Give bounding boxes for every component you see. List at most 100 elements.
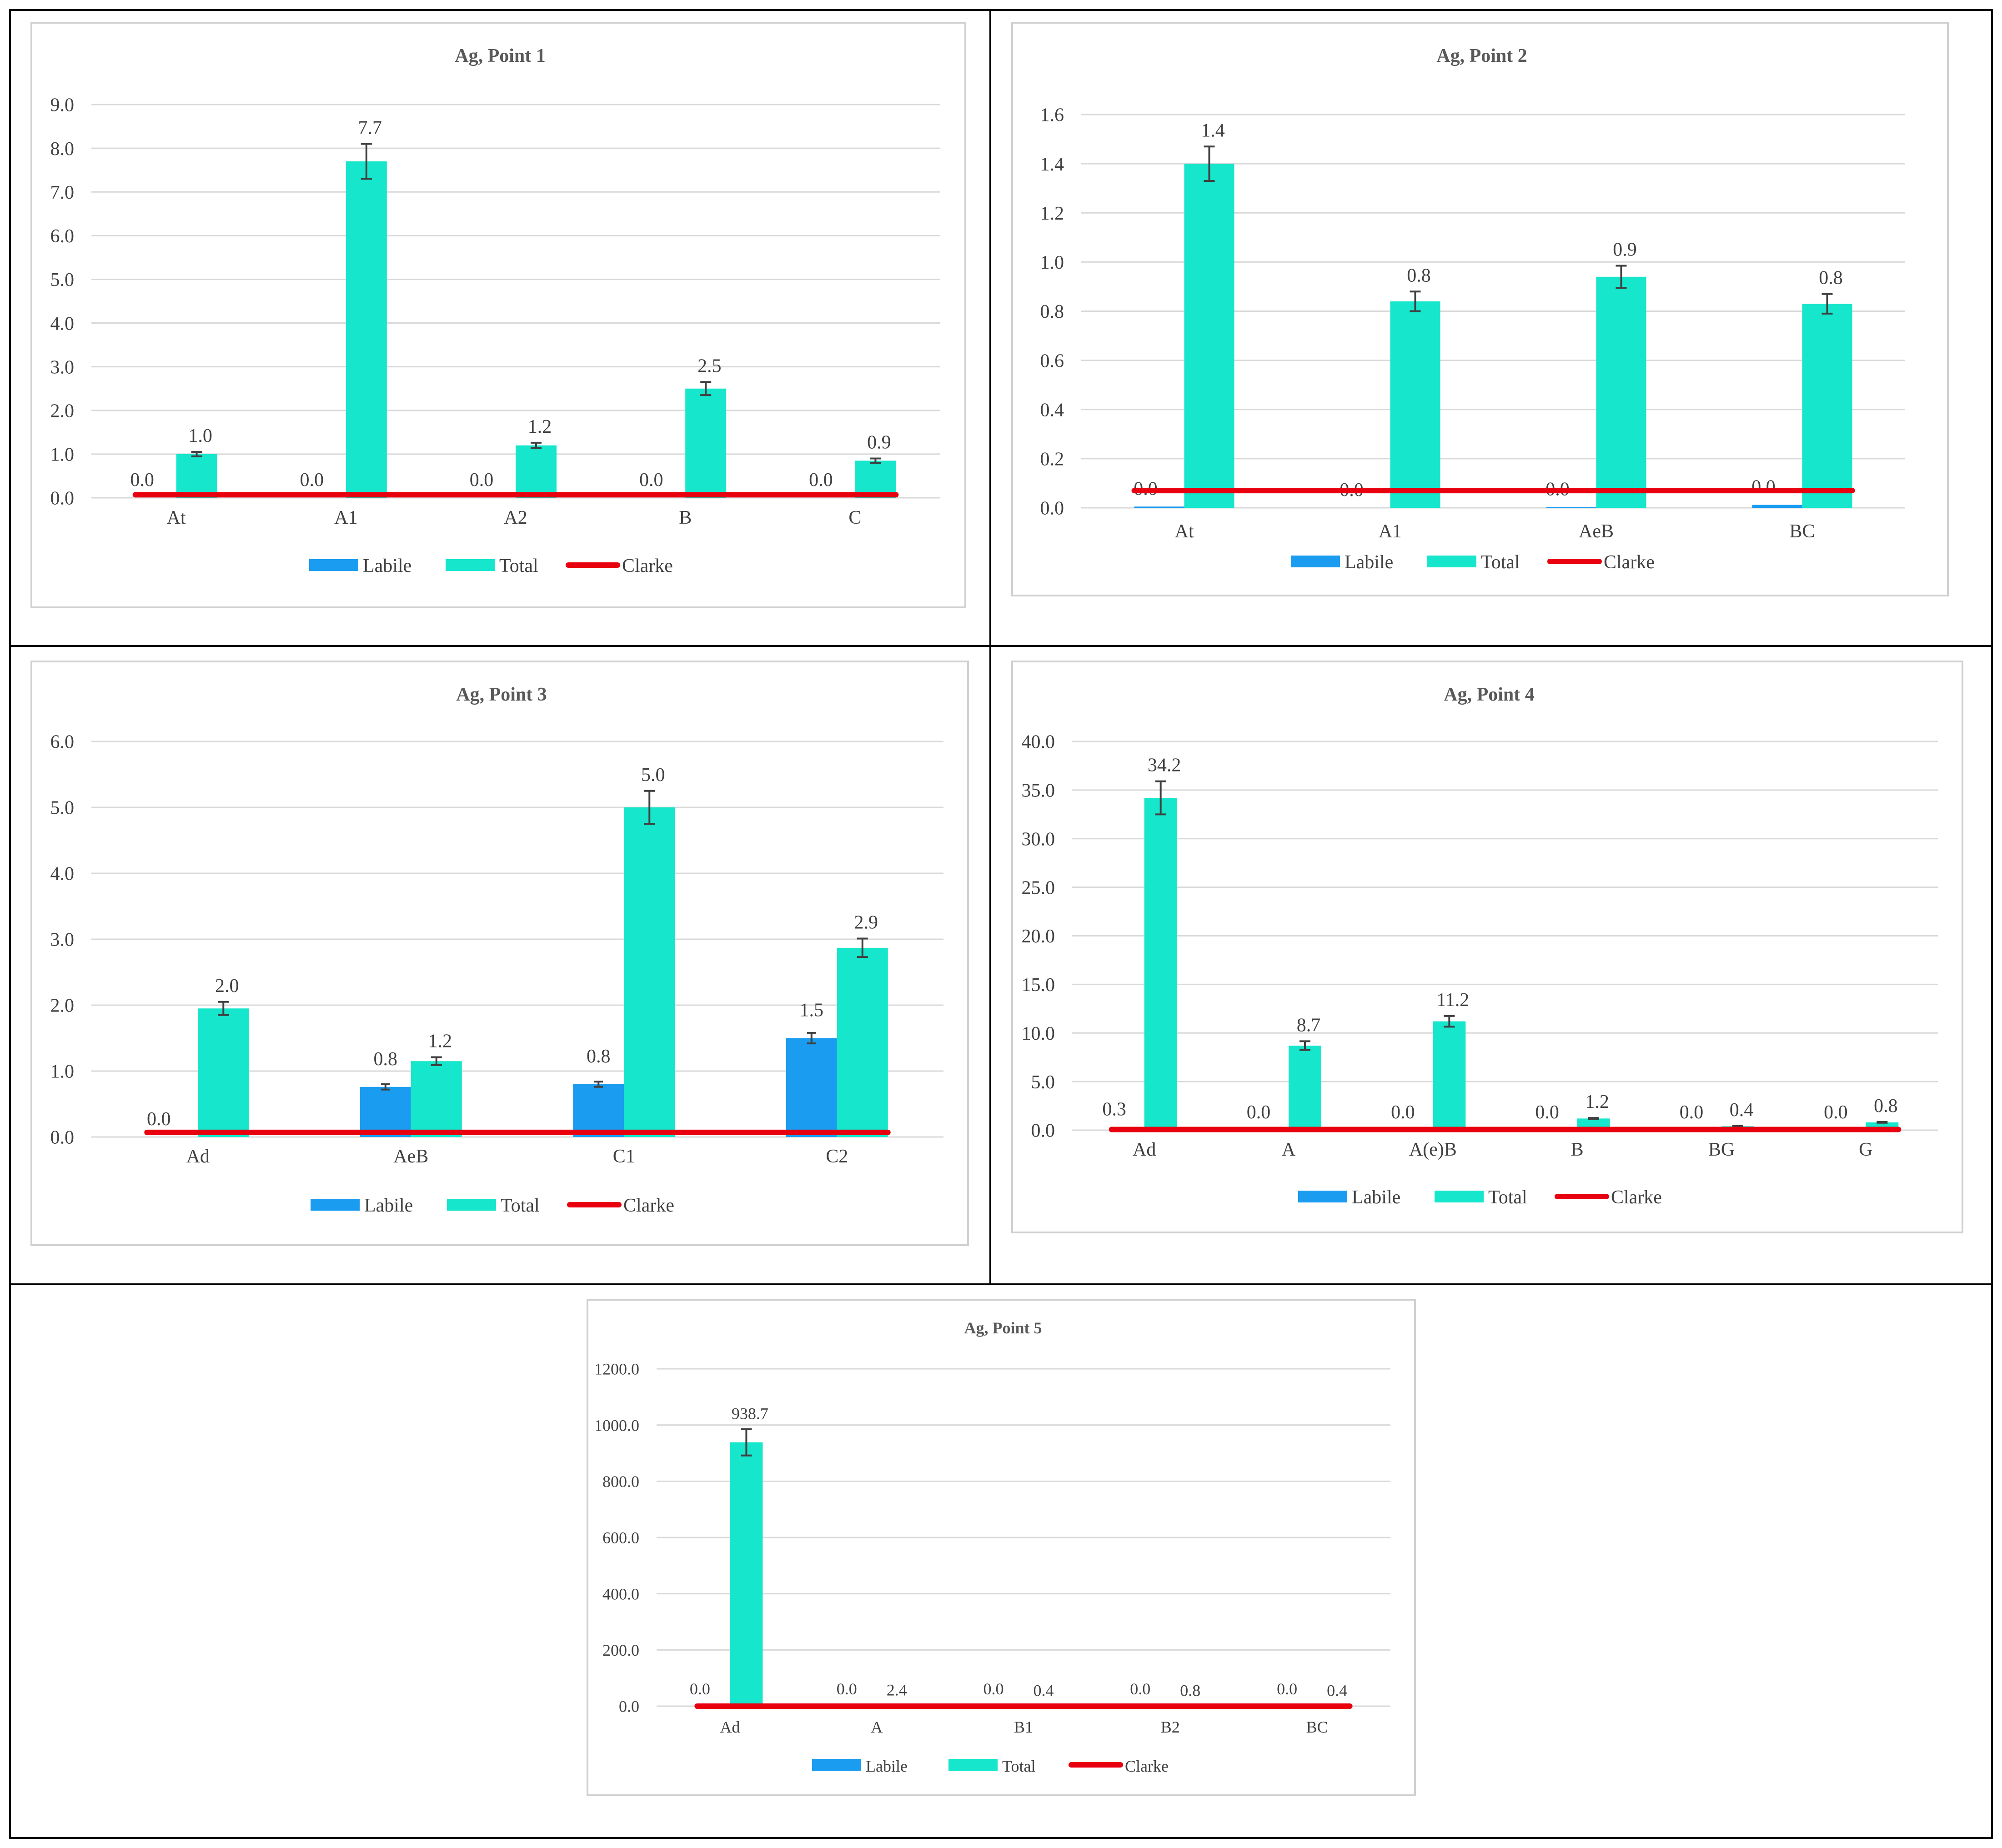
bar-labile <box>1752 505 1802 508</box>
y-tick-label: 25.0 <box>1022 877 1055 898</box>
y-tick-label: 600.0 <box>602 1529 639 1547</box>
data-label-labile: 0.0 <box>470 470 494 491</box>
legend-label-labile: Labile <box>1352 1187 1400 1208</box>
bar-total <box>1802 304 1852 508</box>
data-label-total: 11.2 <box>1436 990 1469 1011</box>
data-label-total: 2.0 <box>215 976 239 997</box>
error-bar-total <box>870 457 881 464</box>
y-tick-label: 8.0 <box>50 139 75 160</box>
error-bar-total <box>741 1428 752 1457</box>
error-bar-labile <box>807 1032 816 1045</box>
data-label-labile: 0.3 <box>1102 1099 1126 1120</box>
y-tick-label: 0.2 <box>1040 449 1064 470</box>
error-bar-total <box>1204 145 1215 182</box>
legend-swatch-total <box>446 559 495 571</box>
x-tick-label: A1 <box>1379 521 1402 542</box>
legend-swatch-total <box>1427 556 1476 567</box>
x-tick-label: G <box>1859 1139 1872 1160</box>
bar-total <box>1596 276 1646 508</box>
bar-total <box>730 1442 763 1706</box>
row-divider-1 <box>9 645 1993 647</box>
legend-label-total: Total <box>1488 1187 1527 1208</box>
data-label-labile: 0.0 <box>1130 1680 1150 1698</box>
x-tick-label: AeB <box>393 1146 428 1167</box>
bar-labile <box>786 1038 837 1137</box>
data-label-total: 34.2 <box>1148 755 1181 776</box>
bar-labile <box>573 1084 624 1137</box>
legend-label-clarke: Clarke <box>1125 1757 1169 1775</box>
bar-labile <box>1134 506 1184 508</box>
error-bar-total <box>700 381 712 396</box>
y-tick-label: 9.0 <box>50 95 75 116</box>
y-tick-label: 2.0 <box>50 401 75 421</box>
x-tick-label: BC <box>1789 521 1815 542</box>
x-tick-label: BG <box>1708 1139 1735 1160</box>
legend-swatch-total <box>948 1759 998 1771</box>
chart-title: Ag, Point 2 <box>1436 45 1527 66</box>
y-tick-label: 0.8 <box>1040 301 1064 322</box>
bar-total <box>1433 1021 1466 1130</box>
chart-title: Ag, Point 3 <box>456 684 547 705</box>
chart-point-3: Ag, Point 3 0.0 1.0 2.0 3.0 4.0 5.0 6.0 0.0 2.0 Ad… <box>50 684 943 1216</box>
x-tick-label: A <box>871 1718 883 1736</box>
y-tick-label: 6.0 <box>50 732 75 753</box>
x-tick-label: A <box>1282 1139 1296 1160</box>
y-tick-label: 4.0 <box>50 864 75 885</box>
data-label-labile: 0.8 <box>587 1046 611 1067</box>
error-bar-total <box>1588 1117 1599 1120</box>
y-tick-label: 4.0 <box>50 313 75 334</box>
y-tick-label: 1000.0 <box>594 1416 639 1434</box>
chart-point-1: Ag, Point 1 0.0 1.0 2.0 3.0 4.0 5.0 6.0 7.0 8.0 9.… <box>50 45 940 576</box>
bar-total <box>176 454 217 498</box>
x-tick-label: AeB <box>1579 521 1614 542</box>
bar-labile <box>1546 507 1596 508</box>
error-bar-total <box>644 790 655 825</box>
y-tick-label: 10.0 <box>1022 1023 1055 1044</box>
chart-point-4: Ag, Point 4 0.0 5.0 10.0 15.0 20.0 25.0 30.0 35.… <box>1022 684 1938 1208</box>
y-tick-label: 5.0 <box>1031 1072 1055 1093</box>
data-label-total: 0.9 <box>867 432 891 453</box>
x-tick-label: At <box>1175 521 1194 542</box>
data-label-labile: 0.0 <box>639 470 663 491</box>
y-tick-label: 200.0 <box>602 1641 639 1659</box>
data-label-labile: 0.0 <box>1535 1102 1559 1123</box>
figure-frame <box>9 9 1993 1839</box>
x-tick-label: B <box>679 507 692 528</box>
data-label-total: 2.9 <box>854 912 878 933</box>
legend-swatch-labile <box>1298 1191 1347 1202</box>
y-tick-label: 7.0 <box>50 182 75 203</box>
bar-total <box>1144 797 1177 1130</box>
data-label-total: 0.4 <box>1730 1100 1754 1121</box>
x-tick-label: Ad <box>720 1718 740 1736</box>
data-label-labile: 0.0 <box>1391 1102 1415 1123</box>
data-label-total: 8.7 <box>1297 1015 1321 1036</box>
data-label-labile: 0.0 <box>809 470 833 491</box>
x-tick-label: A1 <box>334 507 357 528</box>
bar-total <box>837 947 888 1137</box>
legend-swatch-labile <box>1291 556 1340 567</box>
legend-label-total: Total <box>1481 552 1520 573</box>
error-bar-total <box>857 937 868 958</box>
bar-total <box>855 461 896 498</box>
legend-swatch-labile <box>812 1759 861 1771</box>
error-bar-labile <box>594 1081 603 1088</box>
error-bar-total <box>1300 1040 1310 1051</box>
x-tick-label: C2 <box>826 1146 848 1167</box>
x-tick-label: C1 <box>613 1146 635 1167</box>
data-label-total: 1.2 <box>1585 1092 1609 1112</box>
y-tick-label: 1200.0 <box>594 1360 639 1378</box>
legend-label-total: Total <box>499 556 538 576</box>
data-label-total: 938.7 <box>732 1405 768 1423</box>
chart-point-2: Ag, Point 2 0.0 0.2 0.4 0.6 0.8 1.0 1.2 1.4 1.6 0.… <box>1040 45 1905 573</box>
data-label-labile: 0.0 <box>1824 1102 1848 1123</box>
legend-label-clarke: Clarke <box>622 556 673 576</box>
data-label-total: 0.8 <box>1180 1681 1200 1699</box>
row-divider-2 <box>9 1283 1993 1285</box>
bar-total <box>1390 301 1440 508</box>
legend-swatch-labile <box>311 1199 360 1211</box>
legend-label-labile: Labile <box>866 1757 908 1775</box>
error-bar-labile <box>381 1083 390 1091</box>
legend-label-clarke: Clarke <box>1611 1187 1662 1208</box>
data-label-labile: 0.0 <box>690 1680 710 1698</box>
y-tick-label: 1.6 <box>1040 105 1064 126</box>
